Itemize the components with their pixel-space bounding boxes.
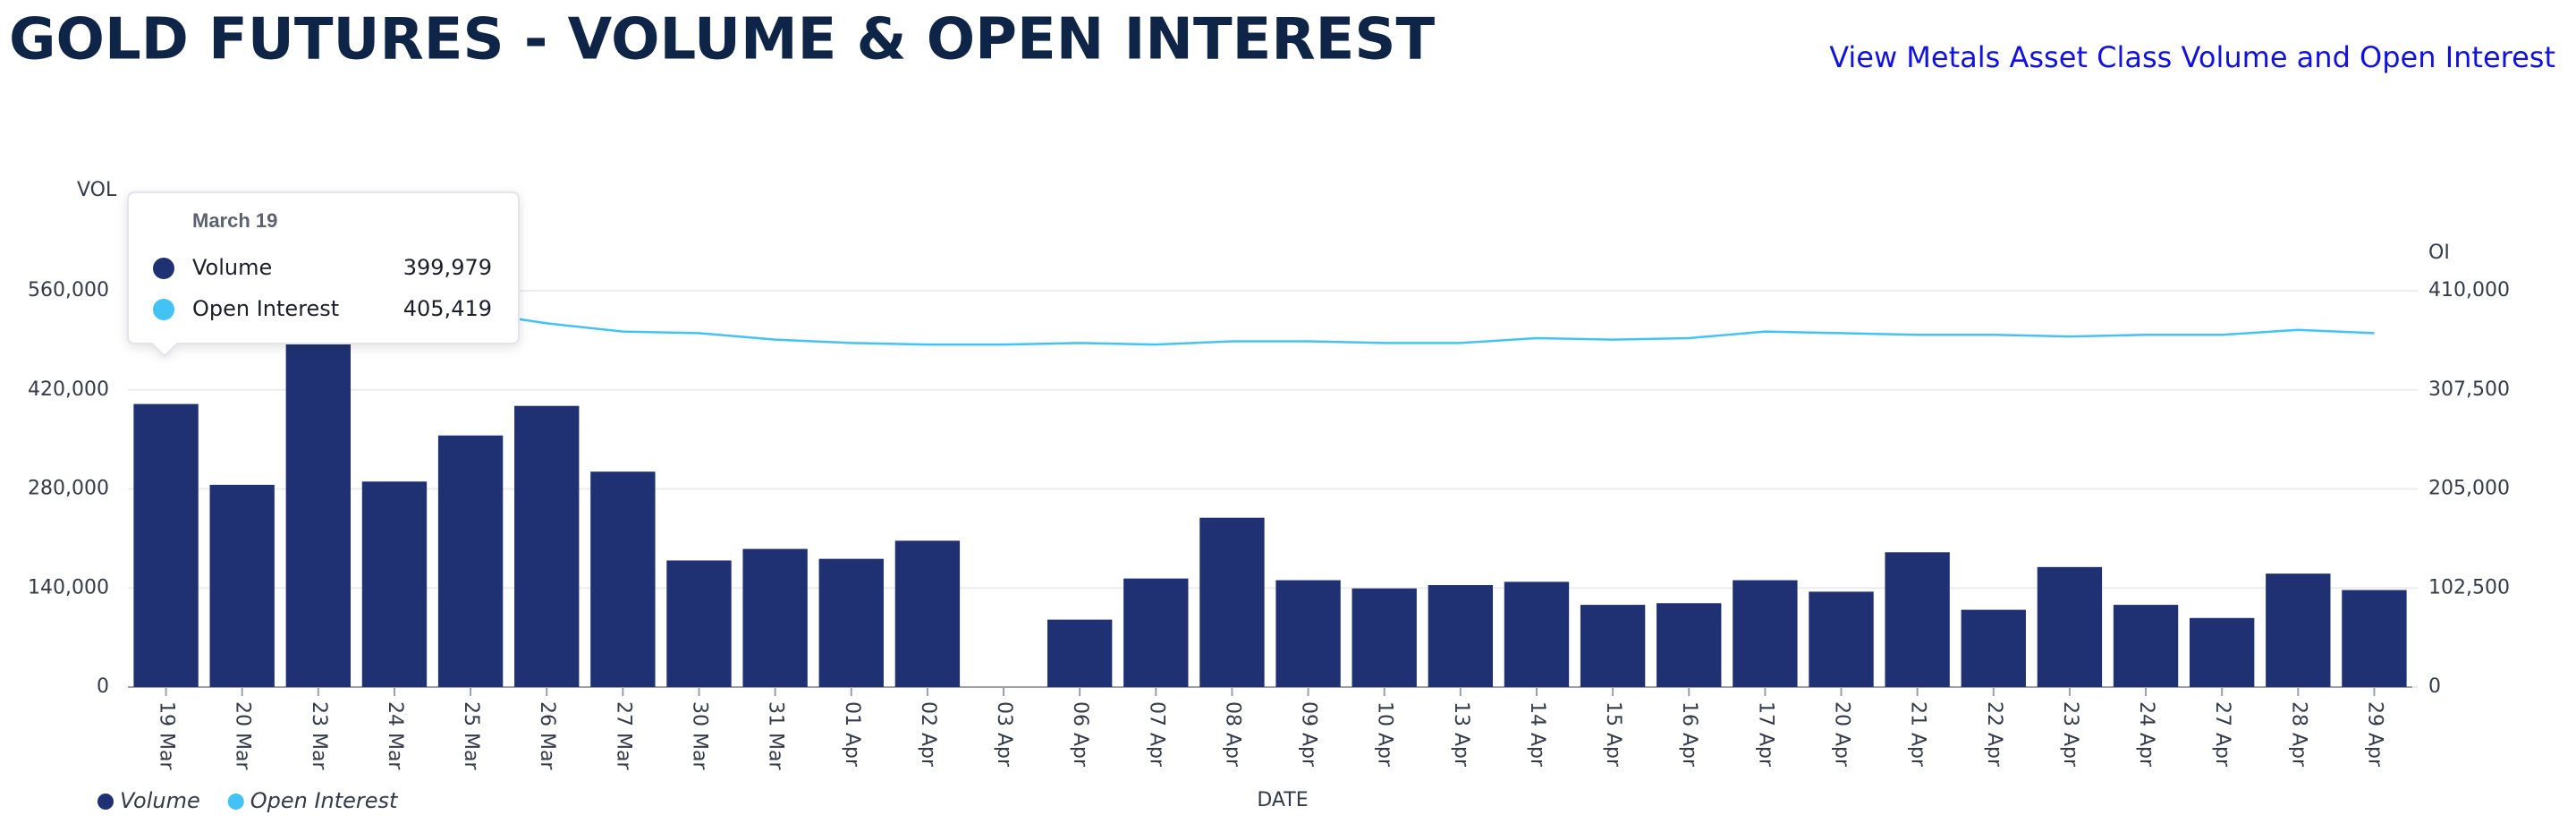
bar [742, 548, 808, 687]
bar [2189, 617, 2255, 687]
legend: Volume Open Interest [97, 788, 399, 813]
x-tick-label: 23 Mar [308, 701, 330, 770]
x-tick-label: 21 Apr [1907, 701, 1929, 768]
x-tick-label: 14 Apr [1526, 701, 1548, 768]
bar [1961, 609, 2026, 687]
x-tick-label: 08 Apr [1221, 701, 1243, 768]
bar [1885, 552, 1950, 687]
bar [1657, 603, 1722, 687]
x-tick-label: 28 Apr [2287, 701, 2309, 768]
bar [209, 484, 275, 687]
x-tick-label: 20 Apr [1831, 701, 1853, 768]
x-tick-label: 10 Apr [1374, 701, 1396, 768]
x-tick-label: 30 Mar [689, 701, 711, 770]
y2-tick-label: 205,000 [2428, 478, 2510, 500]
x-tick-label: 27 Mar [612, 701, 634, 770]
x-tick-label: 29 Apr [2363, 701, 2385, 768]
y-tick-label: 560,000 [28, 279, 109, 301]
tooltip-box [127, 191, 520, 358]
bar [1428, 585, 1494, 687]
tooltip-value: 399,979 [403, 255, 492, 280]
x-tick-label: 24 Mar [384, 701, 406, 770]
tooltip-name: Volume [192, 255, 272, 280]
x-tick-label: 26 Mar [536, 701, 558, 770]
bar [894, 540, 961, 687]
oi-line [165, 293, 2375, 346]
tooltip-swatch [153, 299, 174, 320]
x-tick-label: 01 Apr [841, 701, 863, 768]
tooltip-swatch [153, 258, 174, 279]
y2-tick-label: 307,500 [2428, 378, 2510, 401]
tooltip-title: March 19 [192, 209, 277, 232]
x-tick-label: 02 Apr [917, 701, 939, 768]
bar [285, 343, 352, 687]
x-tick-label: 16 Apr [1678, 701, 1700, 768]
bar [666, 560, 732, 687]
legend-label: Open Interest [250, 788, 399, 813]
tooltip: March 19 Volume 399,979 Open Interest 40… [127, 191, 520, 358]
x-tick-label: 23 Apr [2059, 701, 2081, 768]
bar [2266, 573, 2331, 687]
y-axis-label: VOL [77, 179, 117, 201]
x-tick-label: 06 Apr [1069, 701, 1091, 768]
bar [1733, 580, 1798, 687]
tooltip-value: 405,419 [403, 296, 492, 321]
plot: 19 Mar 20 Mar 23 Mar 24 Mar 25 Mar 26 Mar 27 M… [133, 293, 2407, 770]
y2-axis-label: OI [2428, 242, 2450, 264]
legend-label: Volume [120, 788, 200, 813]
bar [2342, 590, 2407, 687]
x-tick-label: 19 Mar [156, 701, 178, 770]
legend-swatch [97, 794, 114, 810]
y2-tick-label: 102,500 [2428, 576, 2510, 599]
bar [818, 558, 884, 687]
y2-tick-label: 410,000 [2428, 279, 2510, 301]
x-tick-label: 03 Apr [993, 701, 1015, 768]
x-tick-label: 27 Apr [2211, 701, 2233, 768]
x-axis-label: DATE [1257, 789, 1308, 811]
bar [133, 403, 199, 687]
bar [590, 471, 656, 687]
x-tick-label: 07 Apr [1145, 701, 1167, 768]
y2-tick-label: 0 [2428, 675, 2441, 698]
x-tick-label: 22 Apr [1983, 701, 2005, 768]
x-tick-label: 25 Mar [460, 701, 482, 770]
bar [1580, 605, 1646, 687]
x-tick-label: 24 Apr [2135, 701, 2157, 768]
bar [1123, 578, 1189, 687]
y-tick-label: 420,000 [28, 378, 109, 401]
y-tick-label: 140,000 [28, 576, 109, 599]
x-tick-label: 31 Mar [765, 701, 787, 770]
y-tick-label: 0 [97, 675, 109, 698]
x-tick-label: 17 Apr [1754, 701, 1776, 768]
bar [1352, 588, 1417, 687]
bar [1809, 591, 1874, 687]
bar [1504, 582, 1570, 687]
page-title: GOLD FUTURES - VOLUME & OPEN INTEREST [9, 7, 1435, 73]
tooltip-name: Open Interest [192, 296, 339, 321]
x-tick-label: 15 Apr [1602, 701, 1624, 768]
bar [437, 435, 504, 687]
grid: 0 140,000 280,000 420,000 560,000 0 102,500 205… [28, 279, 2510, 698]
bar [1046, 619, 1113, 687]
bar [1275, 580, 1341, 687]
bar [514, 405, 580, 687]
legend-swatch [227, 794, 244, 810]
bar [361, 481, 428, 687]
asset-class-link[interactable]: View Metals Asset Class Volume and Open … [1829, 40, 2555, 74]
y-tick-label: 280,000 [28, 478, 109, 500]
bar [1199, 517, 1265, 687]
bar [2113, 605, 2179, 687]
x-tick-label: 09 Apr [1298, 701, 1320, 768]
x-tick-label: 13 Apr [1450, 701, 1472, 768]
x-tick-label: 20 Mar [232, 701, 254, 770]
bar [2037, 566, 2103, 687]
